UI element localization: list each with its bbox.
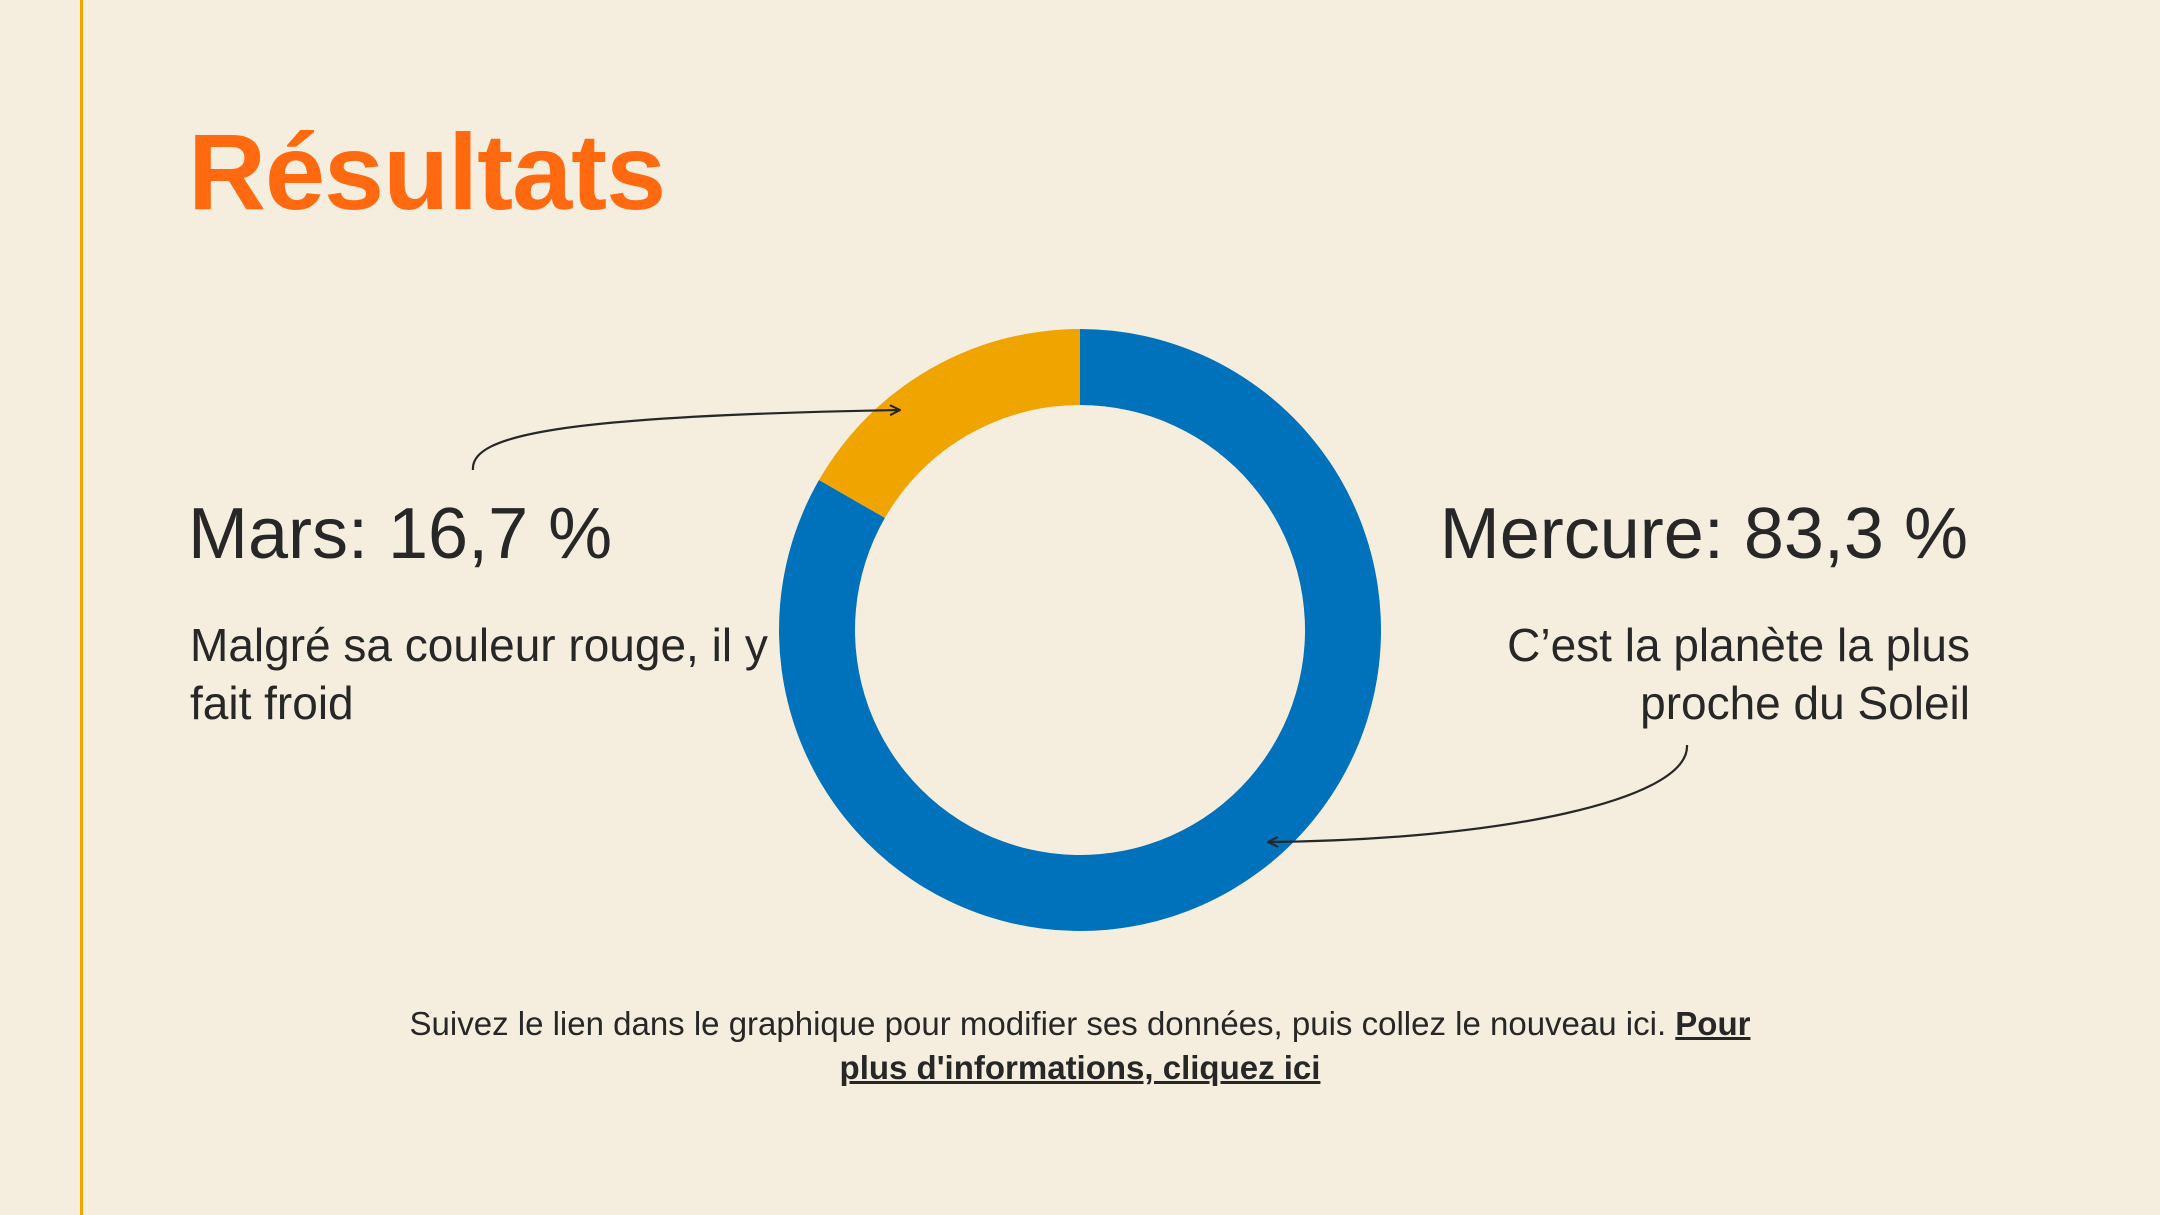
footer-note: Suivez le lien dans le graphique pour mo…: [380, 1002, 1780, 1090]
mercure-percentage: Mercure: 83,3 %: [1439, 494, 1968, 574]
mars-description: Malgré sa couleur rouge, il y fait froid: [190, 619, 768, 729]
mars-percentage: Mars: 16,7 %: [188, 494, 613, 574]
accent-rule: [80, 0, 83, 1215]
donut-slices: [778, 329, 1381, 931]
slide-title: Résultats: [188, 111, 666, 232]
mars-callout-arrow: [471, 410, 900, 471]
more-info-link[interactable]: Pour plus d'informations, cliquez ici: [839, 1005, 1751, 1086]
donut-slice-mars: [819, 329, 1080, 518]
footer-text: Suivez le lien dans le graphique pour mo…: [409, 1005, 1667, 1042]
mercure-callout-arrow: [1268, 744, 1689, 842]
mercure-description: C’est la planète la plus proche du Solei…: [1507, 619, 1970, 729]
